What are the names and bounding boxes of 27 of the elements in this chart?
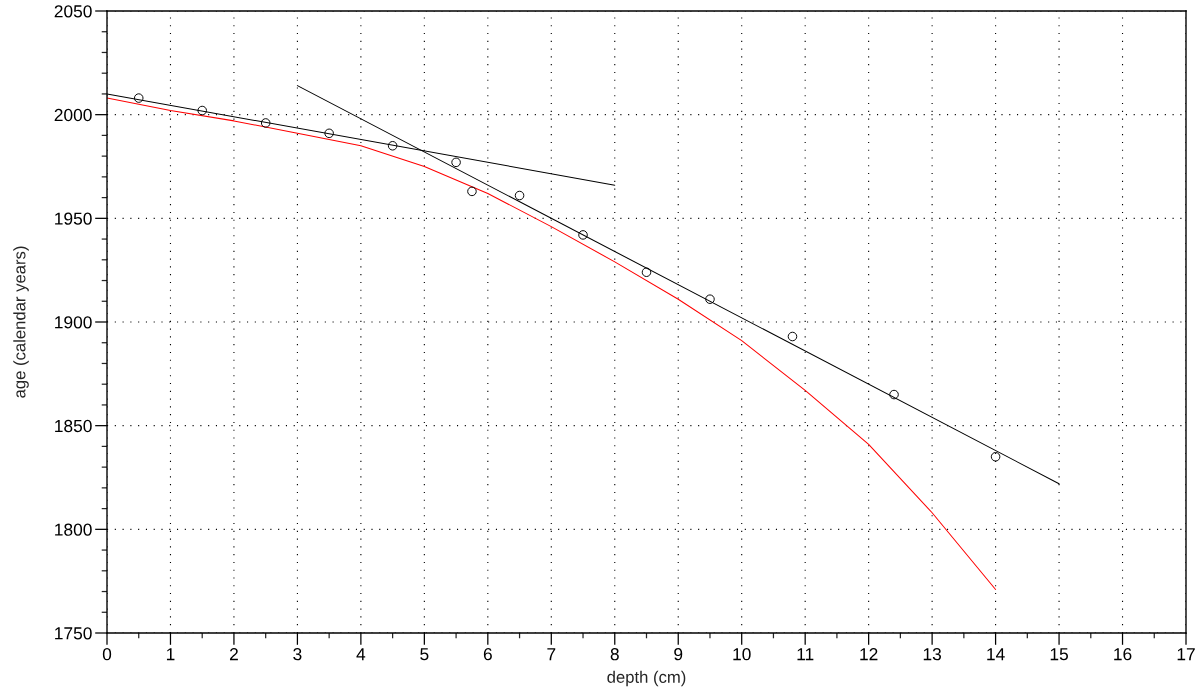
x-tick-label: 13 bbox=[923, 648, 942, 661]
x-tick-label: 2 bbox=[229, 648, 238, 661]
y-tick-label: 1850 bbox=[55, 419, 92, 433]
x-axis-title: depth (cm) bbox=[607, 670, 686, 687]
x-tick-label: 3 bbox=[293, 648, 302, 661]
x-tick-label: 6 bbox=[483, 648, 492, 661]
x-tick-label: 14 bbox=[987, 648, 1005, 661]
y-tick-label: 2050 bbox=[54, 5, 92, 18]
y-tick-label: 1900 bbox=[55, 316, 92, 329]
x-tick-label: 12 bbox=[860, 648, 878, 661]
y-axis-title: age (calendar years) bbox=[13, 246, 29, 398]
x-tick-label: 16 bbox=[1114, 648, 1132, 661]
x-tick-label: 0 bbox=[102, 648, 112, 661]
y-tick-label: 1800 bbox=[55, 523, 92, 536]
x-tick-label: 4 bbox=[356, 648, 366, 661]
x-tick-label: 11 bbox=[797, 648, 814, 661]
y-tick-label: 1750 bbox=[55, 627, 92, 640]
x-tick-label: 7 bbox=[547, 648, 556, 661]
x-tick-label: 5 bbox=[420, 648, 429, 661]
x-tick-label: 15 bbox=[1050, 648, 1068, 661]
x-tick-label: 9 bbox=[674, 648, 683, 661]
x-tick-label: 8 bbox=[610, 648, 619, 661]
x-tick-label: 1 bbox=[166, 648, 175, 661]
y-tick-label: 1950 bbox=[55, 212, 92, 225]
y-tick-label: 2000 bbox=[54, 108, 92, 122]
x-tick-label: 10 bbox=[733, 648, 751, 661]
x-tick-label: 17 bbox=[1177, 648, 1195, 661]
